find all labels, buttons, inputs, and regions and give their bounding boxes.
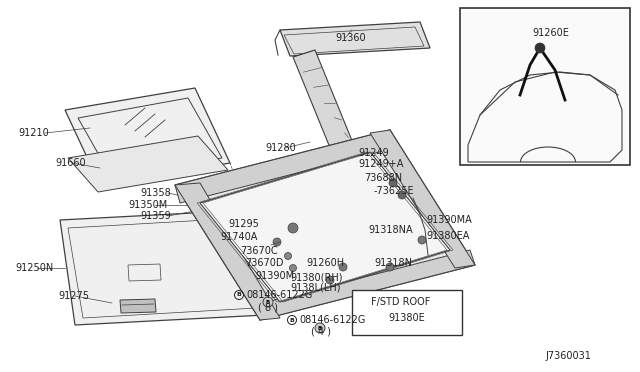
Text: 91210: 91210 <box>18 128 49 138</box>
Text: J7360031: J7360031 <box>545 351 591 361</box>
Text: 91358: 91358 <box>140 188 171 198</box>
Text: 91350M: 91350M <box>128 200 167 210</box>
Text: 91660: 91660 <box>55 158 86 168</box>
Text: 91380E: 91380E <box>388 313 425 323</box>
Circle shape <box>535 43 545 53</box>
Text: 73670D: 73670D <box>245 258 284 268</box>
Text: ( 8 ): ( 8 ) <box>258 302 278 312</box>
Text: 91260H: 91260H <box>306 258 344 268</box>
Polygon shape <box>68 136 228 192</box>
Text: 91740A: 91740A <box>220 232 257 242</box>
Text: 73688N: 73688N <box>364 173 402 183</box>
Text: 91390M: 91390M <box>255 271 294 281</box>
Text: B: B <box>266 299 270 305</box>
Text: -73625E: -73625E <box>374 186 415 196</box>
Text: 73670C: 73670C <box>240 246 278 256</box>
Circle shape <box>288 223 298 233</box>
Text: 9138L(LH): 9138L(LH) <box>290 283 340 293</box>
Bar <box>460 8 630 165</box>
Circle shape <box>285 253 291 260</box>
Polygon shape <box>65 88 230 185</box>
Circle shape <box>339 263 347 271</box>
Text: 91360: 91360 <box>335 33 365 43</box>
Circle shape <box>389 179 397 187</box>
Text: B: B <box>289 317 294 323</box>
Polygon shape <box>293 50 355 155</box>
Text: 91359: 91359 <box>140 211 171 221</box>
Text: 91295: 91295 <box>228 219 259 229</box>
Text: 91390MA: 91390MA <box>426 215 472 225</box>
Text: 91380EA: 91380EA <box>426 231 469 241</box>
Polygon shape <box>175 130 395 203</box>
Text: 91318N: 91318N <box>374 258 412 268</box>
Text: B: B <box>318 326 322 330</box>
Polygon shape <box>200 152 450 302</box>
Text: 08146-6122G: 08146-6122G <box>299 315 365 325</box>
Text: 91318NA: 91318NA <box>368 225 413 235</box>
Circle shape <box>315 323 325 333</box>
Polygon shape <box>120 299 156 313</box>
Circle shape <box>326 276 334 284</box>
Circle shape <box>263 297 273 307</box>
Circle shape <box>273 238 281 246</box>
Text: 91249: 91249 <box>358 148 388 158</box>
Text: 91250N: 91250N <box>15 263 53 273</box>
Circle shape <box>372 314 378 318</box>
Text: F/STD ROOF: F/STD ROOF <box>371 297 430 307</box>
Circle shape <box>398 191 406 199</box>
Polygon shape <box>175 130 475 320</box>
Polygon shape <box>370 130 475 268</box>
Text: 91249+A: 91249+A <box>358 159 403 169</box>
Polygon shape <box>280 22 430 56</box>
Text: 91275: 91275 <box>58 291 89 301</box>
Circle shape <box>418 236 426 244</box>
Text: 91380(RH): 91380(RH) <box>290 272 342 282</box>
Polygon shape <box>175 183 280 320</box>
Text: ( 4 ): ( 4 ) <box>311 327 331 337</box>
Text: 91280: 91280 <box>265 143 296 153</box>
Circle shape <box>386 263 394 271</box>
Polygon shape <box>255 250 475 320</box>
Text: 91260E: 91260E <box>532 28 569 38</box>
Bar <box>352 290 462 335</box>
Circle shape <box>289 264 296 272</box>
Text: B: B <box>237 292 241 298</box>
Polygon shape <box>60 210 265 325</box>
Text: 08146-6122G: 08146-6122G <box>246 290 312 300</box>
